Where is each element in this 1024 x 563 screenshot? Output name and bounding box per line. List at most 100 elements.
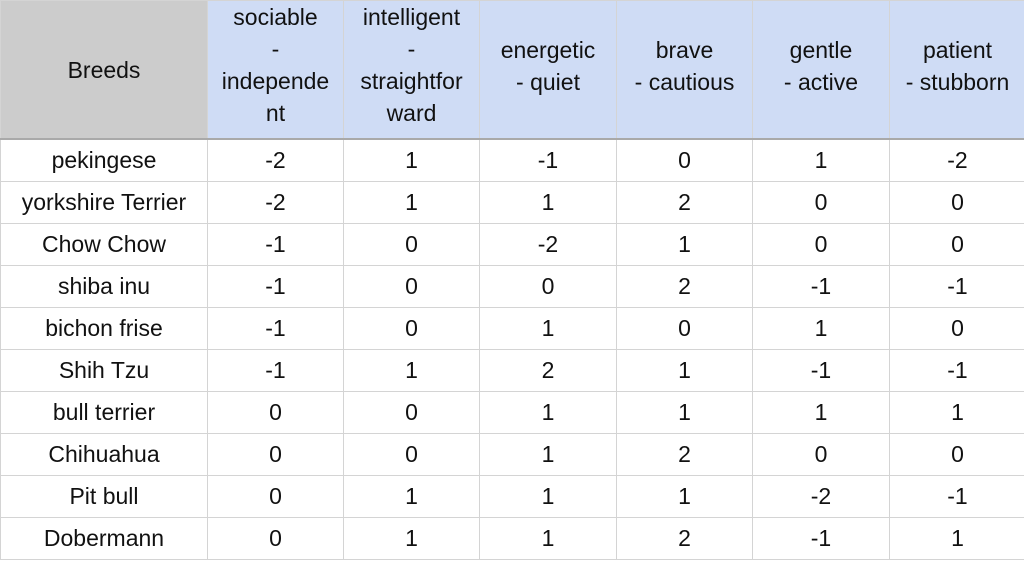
value-cell[interactable]: 0 [752, 181, 890, 224]
value-cell[interactable]: 1 [616, 223, 753, 266]
header-line: - cautious [634, 69, 735, 95]
value-cell[interactable]: 1 [616, 349, 753, 392]
table-row: Chihuahua 0 0 1 2 0 0 [0, 433, 1024, 476]
value-cell[interactable]: 0 [207, 391, 344, 434]
value-cell[interactable]: -1 [889, 349, 1024, 392]
breed-cell[interactable]: bull terrier [0, 391, 208, 434]
header-row: Breeds sociable - independe nt intellige… [0, 0, 1024, 140]
value-cell[interactable]: -1 [752, 349, 890, 392]
header-cell-breeds[interactable]: Breeds [0, 0, 208, 140]
value-cell[interactable]: 2 [616, 517, 753, 560]
value-cell[interactable]: 2 [616, 181, 753, 224]
value-cell[interactable]: -2 [479, 223, 617, 266]
value-cell[interactable]: 0 [889, 223, 1024, 266]
value-cell[interactable]: 1 [343, 349, 480, 392]
value-cell[interactable]: 1 [479, 391, 617, 434]
header-cell-brave-cautious[interactable]: brave - cautious [616, 0, 753, 140]
table-row: Shih Tzu -1 1 2 1 -1 -1 [0, 349, 1024, 392]
value-cell[interactable]: 0 [752, 223, 890, 266]
table-row: bichon frise -1 0 1 0 1 0 [0, 307, 1024, 350]
value-cell[interactable]: 2 [616, 265, 753, 308]
value-cell[interactable]: 1 [343, 138, 480, 182]
value-cell[interactable]: -1 [889, 475, 1024, 518]
value-cell[interactable]: 0 [889, 181, 1024, 224]
header-line: straightfor [360, 68, 463, 94]
value-cell[interactable]: 0 [343, 307, 480, 350]
value-cell[interactable]: 2 [616, 433, 753, 476]
value-cell[interactable]: -1 [207, 265, 344, 308]
value-cell[interactable]: 1 [616, 391, 753, 434]
value-cell[interactable]: -2 [752, 475, 890, 518]
header-line: - stubborn [905, 69, 1010, 95]
breed-cell[interactable]: bichon frise [0, 307, 208, 350]
value-cell[interactable]: -1 [479, 138, 617, 182]
header-cell-intelligent-straightforward[interactable]: intelligent - straightfor ward [343, 0, 480, 140]
value-cell[interactable]: 1 [479, 433, 617, 476]
value-cell[interactable]: 0 [889, 307, 1024, 350]
value-cell[interactable]: 1 [343, 517, 480, 560]
value-cell[interactable]: -1 [752, 265, 890, 308]
value-cell[interactable]: -2 [207, 138, 344, 182]
value-cell[interactable]: 1 [889, 391, 1024, 434]
value-cell[interactable]: 1 [343, 475, 480, 518]
breed-cell[interactable]: Shih Tzu [0, 349, 208, 392]
table-row: pekingese -2 1 -1 0 1 -2 [0, 138, 1024, 182]
value-cell[interactable]: 1 [479, 517, 617, 560]
header-cell-energetic-quiet[interactable]: energetic - quiet [479, 0, 617, 140]
header-line: energetic [500, 37, 596, 63]
breed-cell[interactable]: Chihuahua [0, 433, 208, 476]
value-cell[interactable]: 0 [343, 433, 480, 476]
value-cell[interactable]: 1 [752, 391, 890, 434]
breed-cell[interactable]: yorkshire Terrier [0, 181, 208, 224]
header-line: brave [655, 37, 714, 63]
value-cell[interactable]: 1 [479, 181, 617, 224]
value-cell[interactable]: 0 [207, 433, 344, 476]
table-row: Dobermann 0 1 1 2 -1 1 [0, 517, 1024, 560]
value-cell[interactable]: 1 [752, 138, 890, 182]
table-row: shiba inu -1 0 0 2 -1 -1 [0, 265, 1024, 308]
value-cell[interactable]: 1 [343, 181, 480, 224]
value-cell[interactable]: 0 [889, 433, 1024, 476]
value-cell[interactable]: 0 [752, 433, 890, 476]
breed-cell[interactable]: Chow Chow [0, 223, 208, 266]
header-line: sociable [233, 4, 318, 30]
value-cell[interactable]: -1 [752, 517, 890, 560]
header-line: independe [221, 68, 330, 94]
header-cell-sociable-independent[interactable]: sociable - independe nt [207, 0, 344, 140]
value-cell[interactable]: -1 [207, 307, 344, 350]
table-row: Chow Chow -1 0 -2 1 0 0 [0, 223, 1024, 266]
value-cell[interactable]: 0 [343, 223, 480, 266]
header-cell-patient-stubborn[interactable]: patient - stubborn [889, 0, 1024, 140]
breed-cell[interactable]: Dobermann [0, 517, 208, 560]
value-cell[interactable]: 1 [752, 307, 890, 350]
breed-cell[interactable]: Pit bull [0, 475, 208, 518]
table-row: bull terrier 0 0 1 1 1 1 [0, 391, 1024, 434]
value-cell[interactable]: 1 [889, 517, 1024, 560]
value-cell[interactable]: -1 [889, 265, 1024, 308]
value-cell[interactable]: 0 [343, 391, 480, 434]
value-cell[interactable]: 0 [343, 265, 480, 308]
breed-cell[interactable]: shiba inu [0, 265, 208, 308]
value-cell[interactable]: 1 [479, 475, 617, 518]
value-cell[interactable]: 1 [616, 475, 753, 518]
header-line: ward [386, 100, 437, 126]
value-cell[interactable]: 0 [479, 265, 617, 308]
value-cell[interactable]: -2 [207, 181, 344, 224]
header-line: - active [783, 69, 859, 95]
header-line: - [407, 36, 416, 62]
value-cell[interactable]: 1 [479, 307, 617, 350]
value-cell[interactable]: -1 [207, 223, 344, 266]
header-line: - quiet [516, 69, 580, 95]
value-cell[interactable]: -2 [889, 138, 1024, 182]
value-cell[interactable]: 0 [616, 138, 753, 182]
breed-cell[interactable]: pekingese [0, 138, 208, 182]
value-cell[interactable]: -1 [207, 349, 344, 392]
value-cell[interactable]: 0 [207, 517, 344, 560]
header-cell-gentle-active[interactable]: gentle - active [752, 0, 890, 140]
table-row: Pit bull 0 1 1 1 -2 -1 [0, 475, 1024, 518]
value-cell[interactable]: 0 [207, 475, 344, 518]
value-cell[interactable]: 2 [479, 349, 617, 392]
header-line: gentle [789, 37, 853, 63]
value-cell[interactable]: 0 [616, 307, 753, 350]
